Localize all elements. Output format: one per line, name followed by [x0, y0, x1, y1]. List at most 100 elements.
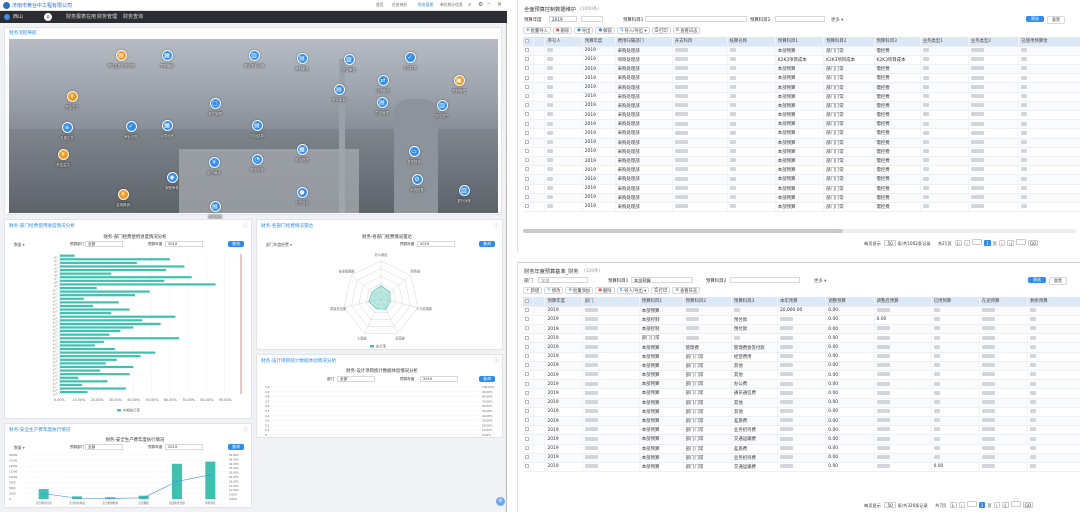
select-all-checkbox[interactable]: [525, 298, 529, 303]
column-header[interactable]: 业务类型1: [920, 37, 969, 47]
flow-node[interactable]: ◔ 财务分析: [241, 154, 273, 172]
row-checkbox[interactable]: [525, 75, 529, 80]
row-checkbox[interactable]: [525, 418, 529, 423]
table-row[interactable]: 2019 采购处理部 本部预算 部门门常 需控费: [523, 64, 1080, 75]
chart2-year-select[interactable]: 2019: [417, 241, 455, 247]
info-icon[interactable]: ⓘ: [494, 223, 500, 229]
rb-batch-add-button[interactable]: ⊕ 批量添加: [565, 287, 594, 294]
row-checkbox[interactable]: [525, 84, 529, 89]
table-row[interactable]: 2019 本部预算 部门门常 其他 0.00: [523, 370, 1080, 381]
table-row[interactable]: 2019 采购处理部 本部预算 部门门常 需控费: [523, 110, 1080, 121]
chart4-year-select[interactable]: 2019: [165, 444, 203, 450]
table-cell[interactable]: [523, 92, 535, 102]
flow-node[interactable]: ▥ 项目资金申请: [238, 50, 270, 68]
table-row[interactable]: 2019 本部预算 部门门常 业务招待费 0.00: [523, 453, 1080, 463]
table-cell[interactable]: [523, 315, 535, 326]
chart4-query-button[interactable]: 查询: [228, 444, 244, 450]
table-row[interactable]: 2019 采购处理部 本部预算 部门门常 需控费: [523, 165, 1080, 176]
rb-pager-last[interactable]: ›|: [1001, 502, 1009, 508]
table-cell[interactable]: [523, 110, 535, 121]
flow-node[interactable]: ▤ 税务申报: [323, 84, 355, 102]
column-header[interactable]: 预算年度: [544, 297, 583, 307]
column-header[interactable]: 预算科目3: [874, 37, 921, 47]
top-link-stats[interactable]: 单位统计信息: [440, 2, 463, 7]
rt-pager-go-input[interactable]: [1015, 239, 1026, 245]
row-checkbox[interactable]: [525, 66, 529, 71]
rb-pager-current[interactable]: 1: [978, 502, 986, 508]
minimize-icon[interactable]: –: [487, 0, 490, 7]
chart1-year-select[interactable]: 2019: [165, 241, 203, 247]
column-header[interactable]: 预算科目2: [823, 37, 875, 47]
table-row[interactable]: 2019 本部预算 部门门常 经营费用 0.00: [523, 352, 1080, 362]
user-avatar[interactable]: [4, 14, 10, 20]
row-checkbox[interactable]: [525, 130, 529, 135]
column-header[interactable]: 预算年度: [582, 37, 616, 47]
gear-icon[interactable]: ⚙: [478, 1, 484, 8]
search-icon[interactable]: ⌕: [468, 1, 472, 8]
flow-node[interactable]: ⚙ 系统设置: [401, 174, 433, 192]
rb-log-button[interactable]: ≡ 查看日志: [672, 287, 701, 294]
rt-export-button[interactable]: ● 导出: [574, 27, 594, 34]
flow-node[interactable]: ¥ 费用报销: [107, 189, 139, 207]
table-cell[interactable]: [523, 46, 535, 56]
info-icon[interactable]: ⓘ: [243, 223, 249, 229]
table-cell[interactable]: [523, 352, 535, 362]
row-checkbox[interactable]: [525, 372, 529, 377]
table-cell[interactable]: [523, 82, 535, 93]
table-row[interactable]: 2019 采购处理部 本部预算 部门门常 需控费: [523, 101, 1080, 112]
column-header[interactable]: 剩余预算: [1027, 297, 1080, 307]
column-header[interactable]: 预算科目1: [639, 297, 684, 307]
info-icon[interactable]: ⓘ: [494, 358, 500, 364]
rt-pager-next[interactable]: ›: [998, 240, 1005, 246]
column-header[interactable]: [523, 297, 535, 307]
column-header[interactable]: [523, 37, 535, 47]
flow-node[interactable]: ▦ 预算编制: [151, 50, 183, 68]
table-cell[interactable]: [523, 388, 535, 399]
rb-pager-go-button[interactable]: GO: [1022, 502, 1034, 508]
rt-import-export-menu[interactable]: ⇅ 导入/导出 ▾: [616, 27, 650, 34]
column-header[interactable]: 开支科目: [672, 37, 728, 47]
flow-node[interactable]: ▦ 合同台账: [151, 120, 183, 138]
rt-pager-prev[interactable]: ‹: [963, 240, 970, 246]
table-cell[interactable]: [523, 379, 535, 390]
flow-node[interactable]: ▨ 资金审批: [333, 54, 365, 72]
table-cell[interactable]: [523, 64, 535, 75]
table-cell[interactable]: [523, 398, 535, 408]
column-header[interactable]: 调整后预算: [874, 297, 932, 307]
top-link-tasks[interactable]: 任务待办: [392, 2, 408, 7]
row-checkbox[interactable]: [525, 445, 529, 450]
flow-node[interactable]: ▢ 资产管理: [199, 98, 231, 116]
rt-more-toggle[interactable]: 更多 ▾: [831, 18, 844, 23]
row-checkbox[interactable]: [525, 317, 529, 322]
column-header[interactable]: [533, 37, 546, 47]
table-cell[interactable]: [523, 453, 535, 463]
row-checkbox[interactable]: [525, 204, 529, 209]
table-row[interactable]: 2019 本部预算 部门门常 差旅费 0.00: [523, 444, 1080, 454]
table-cell[interactable]: [523, 147, 535, 157]
row-checkbox[interactable]: [525, 112, 529, 117]
table-row[interactable]: 2019 部门门常 0.00: [523, 333, 1080, 344]
flow-node[interactable]: ▦ 财务报表: [286, 144, 318, 162]
table-cell[interactable]: [523, 119, 535, 130]
rt-year-input-2[interactable]: [581, 16, 603, 22]
table-row[interactable]: 2019 采购处理部 本部预算 部门门常 需控费: [523, 92, 1080, 102]
column-header[interactable]: 在途预算: [979, 297, 1029, 307]
table-row[interactable]: 2019 本部预算 部门门常 通讯通信费 0.00: [523, 388, 1080, 399]
rt-log-button[interactable]: ≡ 查看日志: [672, 27, 701, 34]
table-cell[interactable]: [523, 444, 535, 454]
table-row[interactable]: 2019 本部预算 管理费 管理费会签付款 0.00: [523, 342, 1080, 353]
flow-node[interactable]: ▤ 项目结算: [241, 120, 273, 138]
table-cell[interactable]: [523, 425, 535, 436]
nav-item-reports[interactable]: 财务报表在用: [66, 14, 97, 20]
nav-item-manage[interactable]: 财务管理: [97, 14, 118, 20]
table-cell[interactable]: [523, 138, 535, 148]
table-row[interactable]: 2019 采购处理部 本部预算 部门门常 需控费: [523, 46, 1080, 56]
table-row[interactable]: 2019 项目处理部 K2K3项目成本 K2K3项目成本 K2K3项目成本: [523, 55, 1080, 66]
flow-node[interactable]: ▤ 资料审核: [286, 53, 318, 71]
table-cell[interactable]: [523, 55, 535, 66]
rt-year-input[interactable]: 2019: [549, 16, 577, 22]
column-header[interactable]: 部门: [582, 297, 640, 307]
flow-node[interactable]: ✓ 审计归档: [115, 121, 147, 139]
rt-print-button[interactable]: ⎙ 打印: [651, 27, 671, 34]
row-checkbox[interactable]: [525, 353, 529, 358]
